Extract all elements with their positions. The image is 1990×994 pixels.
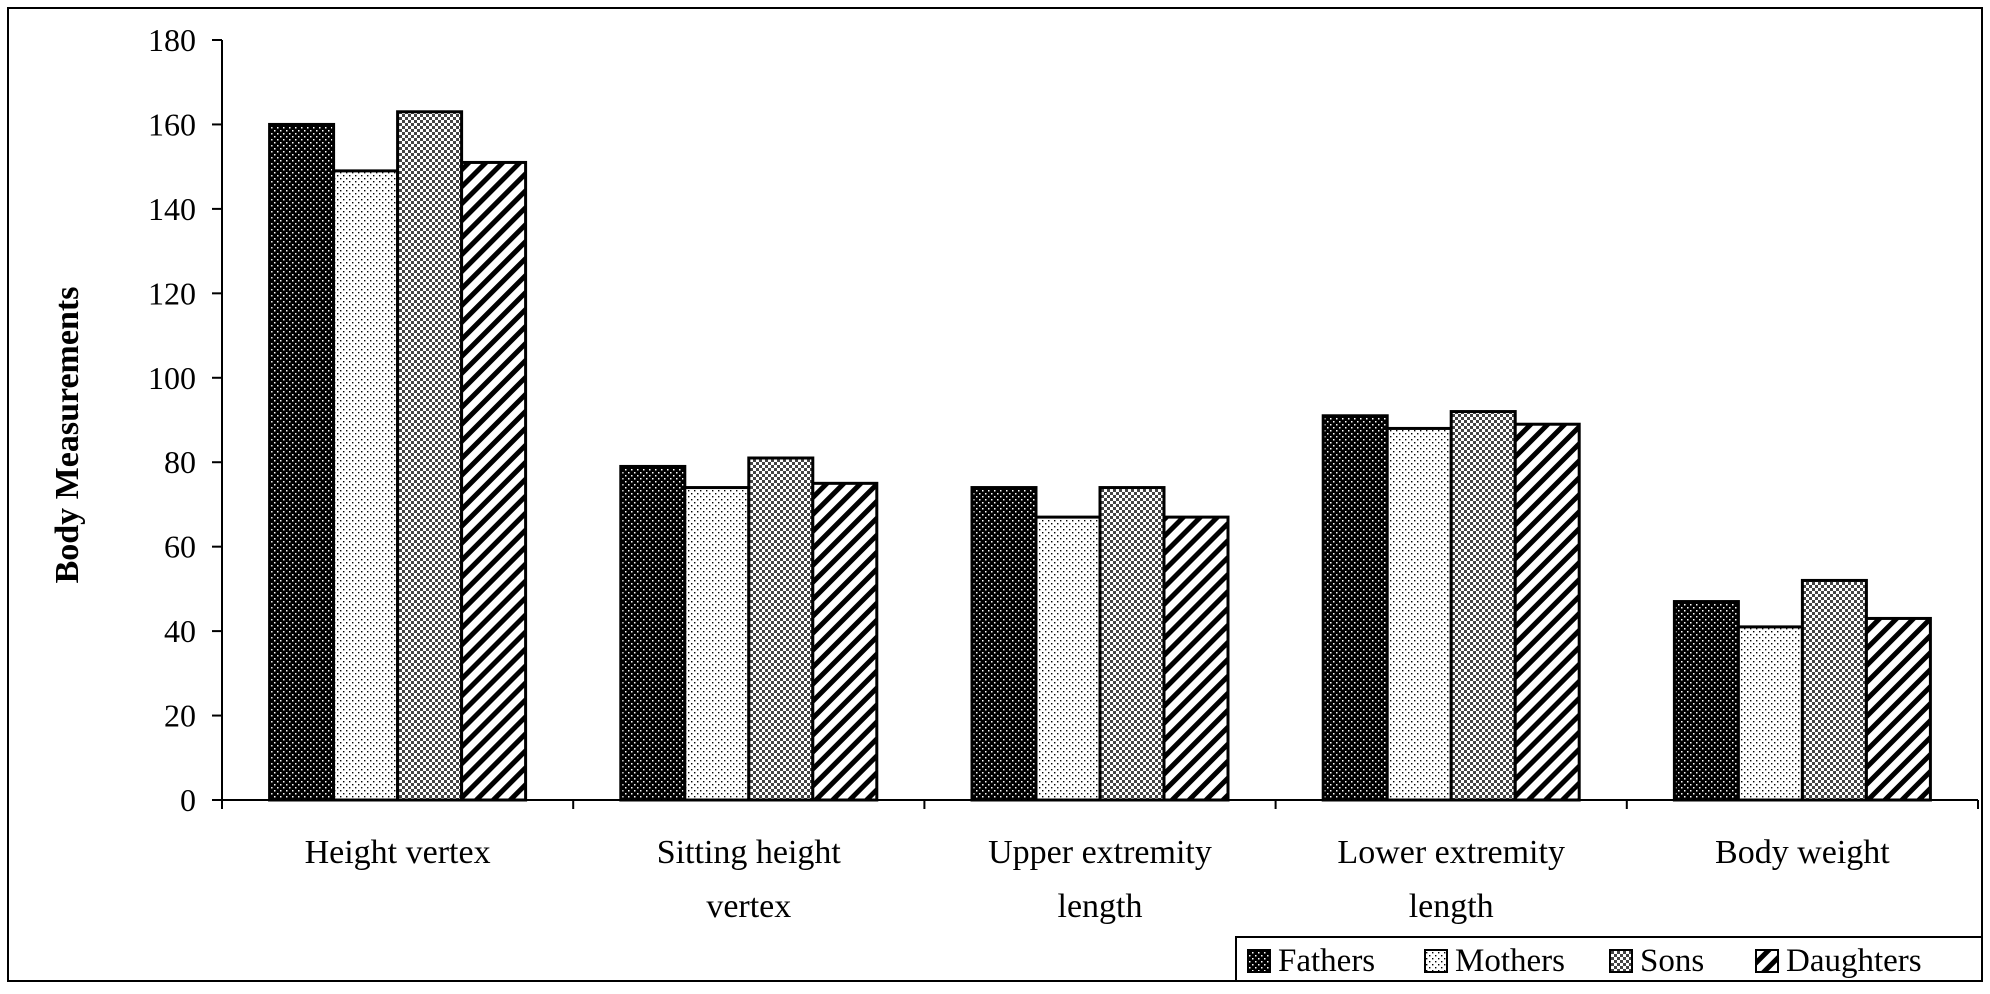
x-category-label: Body weight: [1715, 834, 1890, 871]
x-category-label: length: [1058, 888, 1143, 925]
x-category-label: length: [1409, 888, 1494, 925]
bar-mothers-4: [1385, 426, 1453, 802]
y-tick-label: 60: [164, 529, 196, 565]
bar-sons-2: [747, 456, 815, 802]
y-tick-label: 120: [148, 275, 196, 311]
y-tick-label: 100: [148, 360, 196, 396]
category-labels: Height vertex Sitting height vertex Upper e…: [305, 834, 1891, 925]
y-axis: 0 20 40 60 80 100 120 140 160 180: [148, 22, 223, 818]
y-tick-label: 140: [148, 191, 196, 227]
y-axis-label: Body Measurements: [49, 287, 86, 584]
y-tick-label: 160: [148, 106, 196, 142]
y-tick-label: 0: [180, 782, 196, 818]
legend-label-sons: Sons: [1640, 943, 1704, 979]
bar-daughters-2: [811, 481, 879, 802]
x-category-label: Sitting height: [657, 834, 842, 871]
legend-label-daughters: Daughters: [1786, 943, 1922, 979]
legend: Fathers Mothers Sons Daughters: [1235, 936, 1983, 982]
y-tick-label: 180: [148, 22, 196, 58]
y-tick-label: 40: [164, 613, 196, 649]
bar-fathers-2: [619, 464, 687, 802]
bar-mothers-5: [1736, 625, 1804, 802]
bar-mothers-1: [332, 169, 400, 802]
bar-fathers-5: [1672, 600, 1740, 802]
x-category-label: Height vertex: [305, 834, 491, 871]
y-tick-label: 80: [164, 444, 196, 480]
bar-mothers-2: [683, 486, 751, 802]
legend-label-fathers: Fathers: [1278, 943, 1375, 979]
y-tick-label: 20: [164, 698, 196, 734]
legend-swatch-daughters: [1755, 949, 1779, 973]
bar-daughters-5: [1864, 616, 1932, 802]
bar-sons-5: [1800, 578, 1868, 802]
legend-swatch-fathers: [1247, 949, 1271, 973]
bar-sons-4: [1449, 410, 1517, 802]
bar-sons-3: [1098, 486, 1166, 802]
bar-sons-1: [396, 110, 464, 802]
x-category-label: Upper extremity: [988, 834, 1212, 871]
bar-daughters-3: [1162, 515, 1230, 802]
x-category-label: vertex: [706, 888, 791, 925]
bar-fathers-4: [1321, 414, 1389, 802]
bars: [268, 110, 1932, 802]
bar-fathers-3: [970, 486, 1038, 802]
x-category-label: Lower extremity: [1337, 834, 1565, 871]
legend-swatch-mothers: [1424, 949, 1448, 973]
bar-fathers-1: [268, 122, 336, 802]
legend-label-mothers: Mothers: [1455, 943, 1565, 979]
bar-mothers-3: [1034, 515, 1102, 802]
bar-daughters-4: [1513, 422, 1581, 802]
legend-swatch-sons: [1609, 949, 1633, 973]
bar-daughters-1: [460, 160, 528, 802]
